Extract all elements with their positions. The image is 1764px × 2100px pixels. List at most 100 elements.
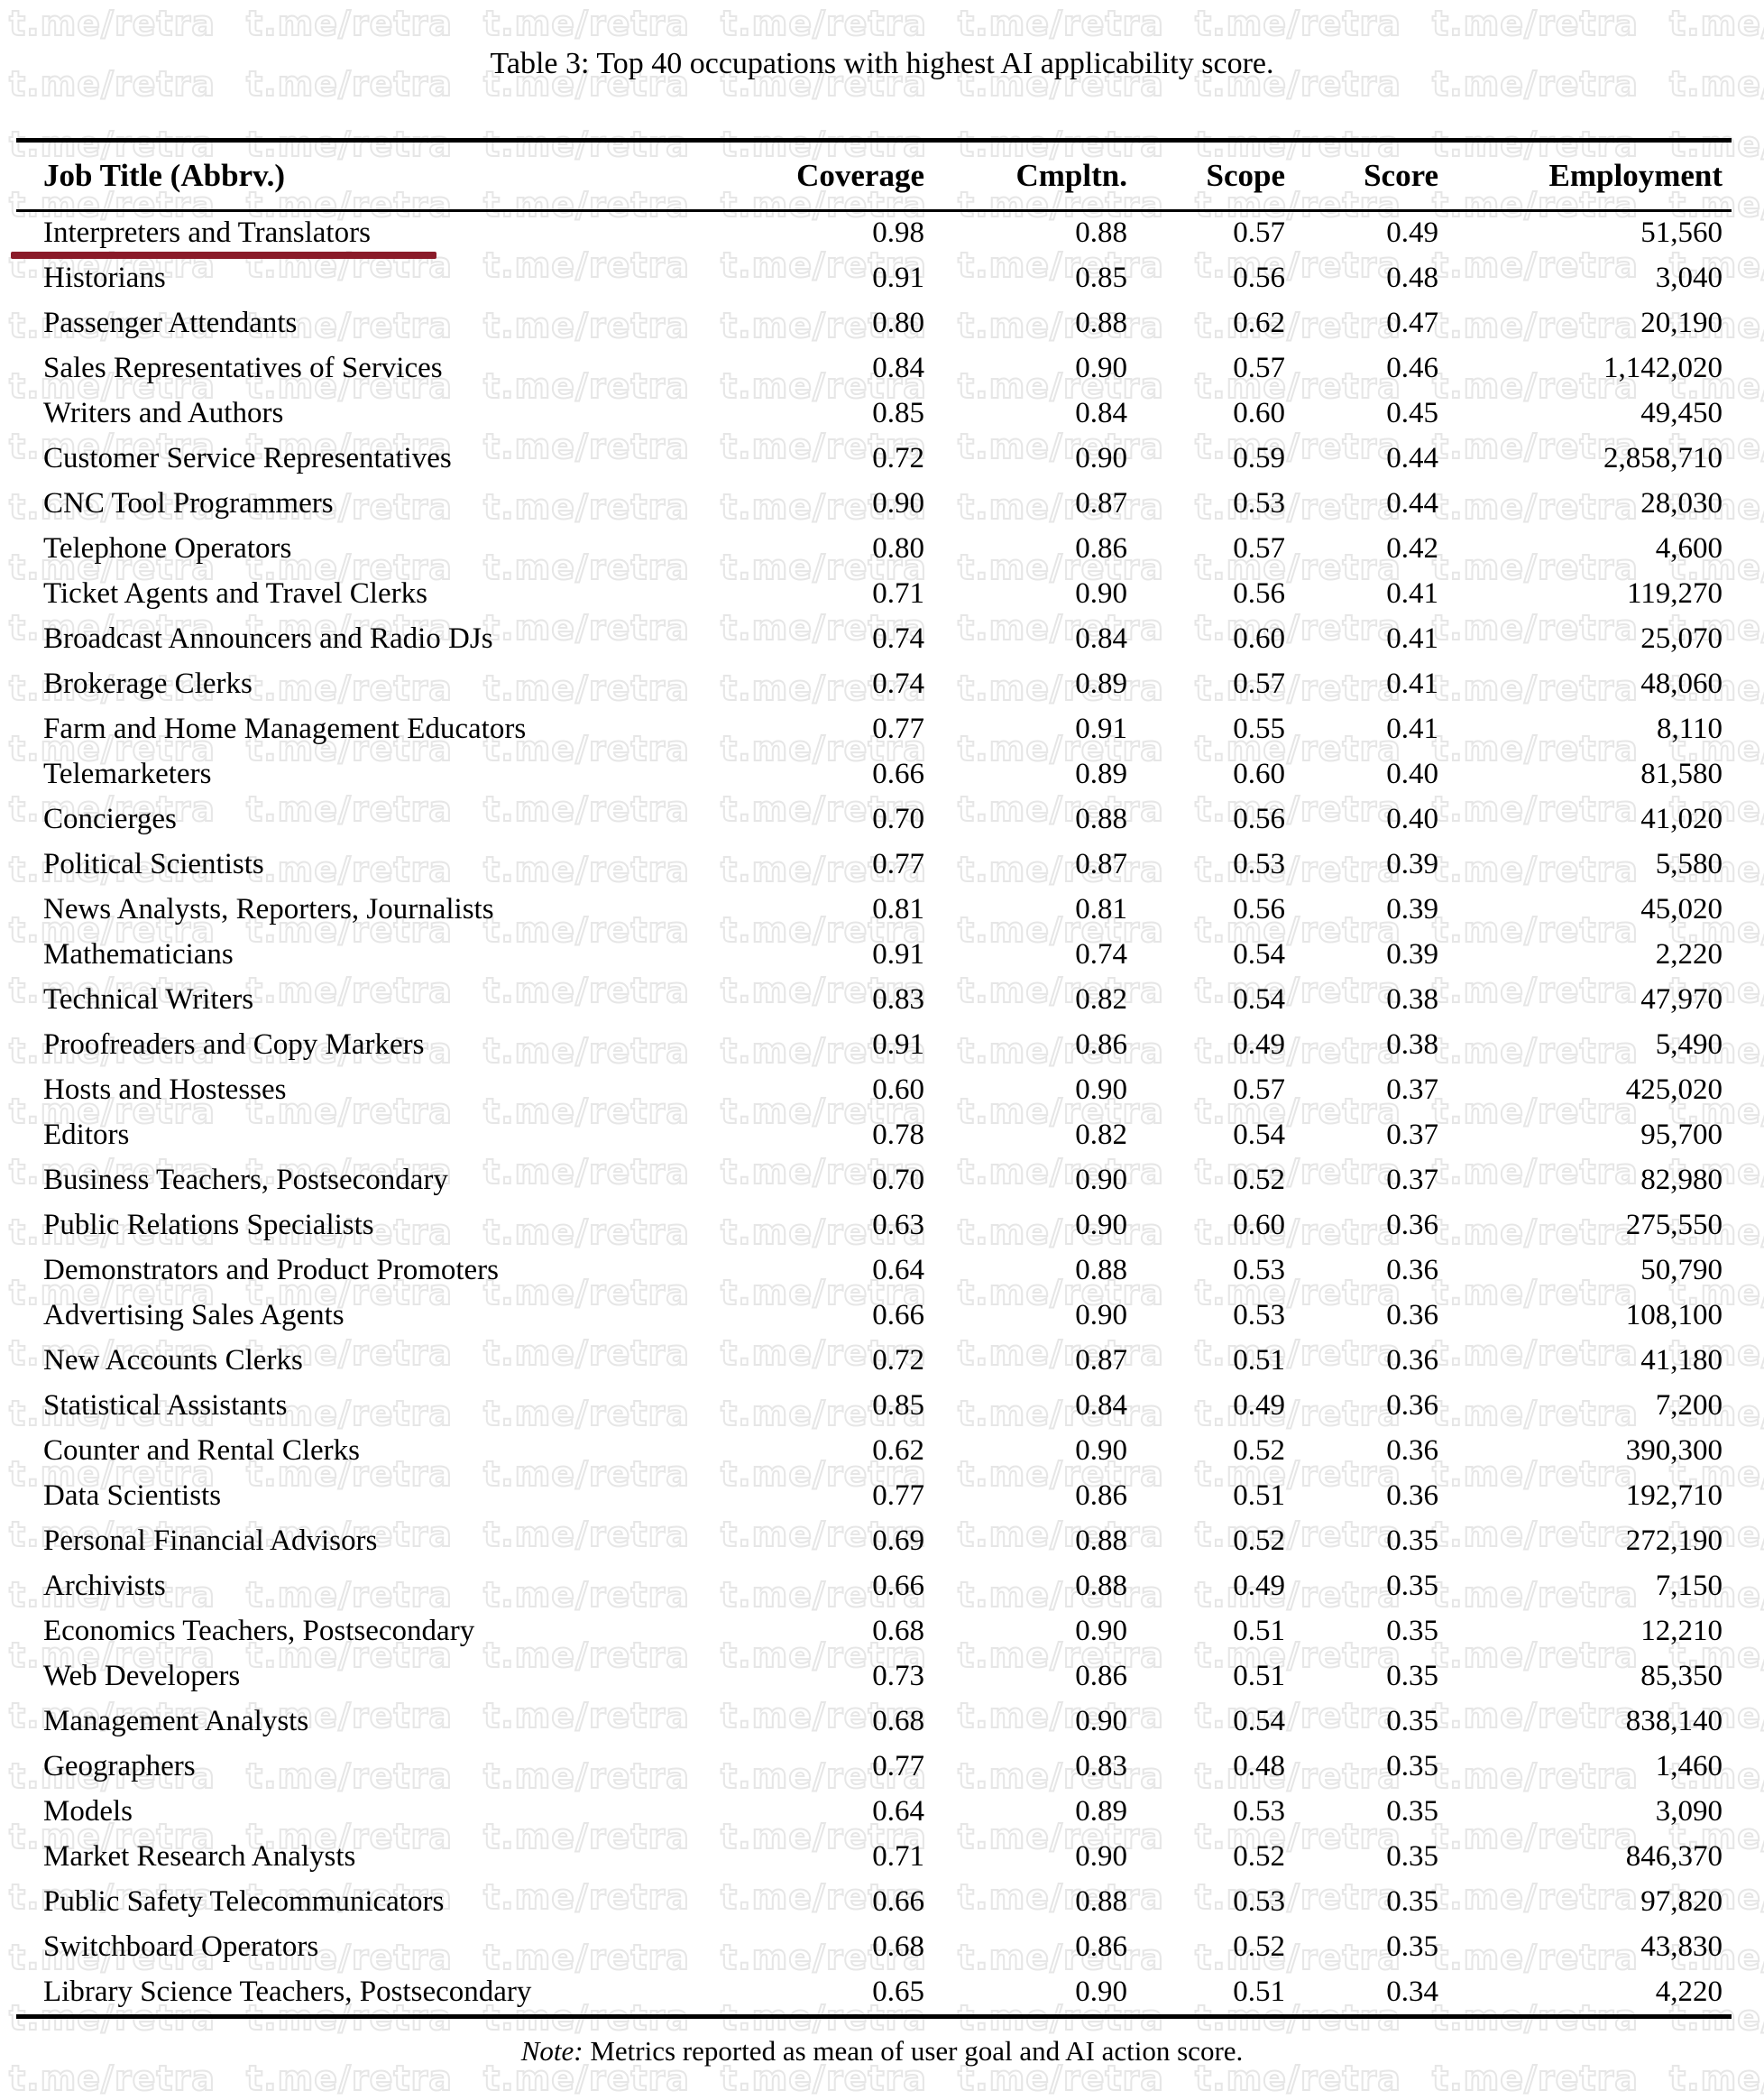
completion-cell: 0.90 <box>1075 1614 1127 1647</box>
completion-cell: 0.82 <box>1075 982 1127 1016</box>
score-cell: 0.41 <box>1386 712 1438 745</box>
score-cell: 0.37 <box>1386 1163 1438 1196</box>
employment-cell: 97,820 <box>1640 1884 1723 1918</box>
completion-cell: 0.88 <box>1075 1569 1127 1602</box>
job-title-cell: CNC Tool Programmers <box>43 486 334 520</box>
table-row: Customer Service Representatives 0.72 0.90… <box>16 436 1732 481</box>
coverage-cell: 0.63 <box>872 1208 924 1241</box>
job-title-cell: Models <box>43 1794 133 1828</box>
employment-cell: 846,370 <box>1625 1839 1723 1873</box>
completion-cell: 0.86 <box>1075 531 1127 565</box>
table-row: Historians 0.91 0.85 0.56 0.48 3,040 <box>16 255 1732 300</box>
score-cell: 0.35 <box>1386 1614 1438 1647</box>
scope-cell: 0.52 <box>1233 1930 1285 1963</box>
completion-cell: 0.88 <box>1075 802 1127 835</box>
completion-cell: 0.90 <box>1075 1208 1127 1241</box>
completion-cell: 0.90 <box>1075 1298 1127 1331</box>
table-row: Archivists 0.66 0.88 0.49 0.35 7,150 <box>16 1563 1732 1608</box>
coverage-cell: 0.91 <box>872 1027 924 1061</box>
scope-cell: 0.56 <box>1233 576 1285 610</box>
table-row: Public Safety Telecommunicators 0.66 0.88 0… <box>16 1879 1732 1924</box>
completion-cell: 0.88 <box>1075 1524 1127 1557</box>
score-cell: 0.44 <box>1386 486 1438 520</box>
job-title-cell: Proofreaders and Copy Markers <box>43 1027 425 1061</box>
job-title-cell: Interpreters and Translators <box>11 210 756 259</box>
job-title-cell: Management Analysts <box>43 1704 309 1737</box>
employment-cell: 8,110 <box>1656 712 1723 745</box>
table-row: Advertising Sales Agents 0.66 0.90 0.53 0.36… <box>16 1293 1732 1338</box>
score-cell: 0.41 <box>1386 576 1438 610</box>
employment-cell: 192,710 <box>1625 1478 1723 1512</box>
employment-cell: 81,580 <box>1640 757 1723 790</box>
coverage-cell: 0.85 <box>872 396 924 429</box>
scope-cell: 0.56 <box>1233 802 1285 835</box>
completion-cell: 0.87 <box>1075 486 1127 520</box>
employment-cell: 50,790 <box>1640 1253 1723 1286</box>
data-table: Job Title (Abbrv.) Coverage Cmpltn. Scop… <box>11 143 1732 2014</box>
job-title-cell: Historians <box>43 261 166 294</box>
employment-cell: 7,200 <box>1655 1388 1723 1422</box>
job-title-cell: Economics Teachers, Postsecondary <box>43 1614 475 1647</box>
table-row: CNC Tool Programmers 0.90 0.87 0.53 0.44 28,0… <box>16 481 1732 526</box>
score-cell: 0.48 <box>1386 261 1438 294</box>
column-header-score: Score <box>1285 143 1438 212</box>
employment-cell: 49,450 <box>1640 396 1723 429</box>
column-header-scope: Scope <box>1127 143 1285 212</box>
completion-cell: 0.90 <box>1075 1073 1127 1106</box>
completion-cell: 0.86 <box>1075 1027 1127 1061</box>
table-row: Telemarketers 0.66 0.89 0.60 0.40 81,580 <box>16 751 1732 797</box>
score-cell: 0.39 <box>1386 847 1438 880</box>
table-row: Mathematicians 0.91 0.74 0.54 0.39 2,220 <box>16 932 1732 977</box>
scope-cell: 0.49 <box>1233 1388 1285 1422</box>
completion-cell: 0.87 <box>1075 847 1127 880</box>
coverage-cell: 0.71 <box>872 1839 924 1873</box>
scope-cell: 0.60 <box>1233 622 1285 655</box>
scope-cell: 0.56 <box>1233 261 1285 294</box>
score-cell: 0.45 <box>1386 396 1438 429</box>
job-title-cell: Library Science Teachers, Postsecondary <box>43 1975 532 2008</box>
table-row: Management Analysts 0.68 0.90 0.54 0.35 838,1… <box>16 1699 1732 1744</box>
job-title-cell: Hosts and Hostesses <box>43 1073 287 1106</box>
coverage-cell: 0.64 <box>872 1794 924 1828</box>
job-title-cell: Business Teachers, Postsecondary <box>43 1163 448 1196</box>
coverage-cell: 0.81 <box>872 892 924 926</box>
table-row: Models 0.64 0.89 0.53 0.35 3,090 <box>16 1789 1732 1834</box>
job-title-cell: Writers and Authors <box>43 396 284 429</box>
job-title-cell: Data Scientists <box>43 1478 222 1512</box>
completion-cell: 0.90 <box>1075 1975 1127 2008</box>
table-bottom-rule <box>16 2014 1732 2019</box>
employment-cell: 20,190 <box>1640 306 1723 339</box>
coverage-cell: 0.98 <box>872 216 924 250</box>
table-top-rule <box>16 138 1732 143</box>
job-title-cell: Broadcast Announcers and Radio DJs <box>43 622 493 655</box>
table-row: Market Research Analysts 0.71 0.90 0.52 0.35… <box>16 1834 1732 1879</box>
employment-cell: 272,190 <box>1625 1524 1723 1557</box>
job-title-cell: Sales Representatives of Services <box>43 351 443 384</box>
job-title-cell: Advertising Sales Agents <box>43 1298 345 1331</box>
coverage-cell: 0.80 <box>872 306 924 339</box>
scope-cell: 0.57 <box>1233 1073 1285 1106</box>
scope-cell: 0.54 <box>1233 982 1285 1016</box>
employment-cell: 108,100 <box>1625 1298 1723 1331</box>
completion-cell: 0.81 <box>1075 892 1127 926</box>
employment-cell: 51,560 <box>1640 216 1723 250</box>
employment-cell: 2,220 <box>1655 937 1723 971</box>
scope-cell: 0.51 <box>1233 1614 1285 1647</box>
score-cell: 0.40 <box>1386 802 1438 835</box>
coverage-cell: 0.84 <box>872 351 924 384</box>
table-row: Passenger Attendants 0.80 0.88 0.62 0.47 20,1… <box>16 300 1732 345</box>
score-cell: 0.36 <box>1386 1298 1438 1331</box>
coverage-cell: 0.91 <box>872 261 924 294</box>
table-row: Writers and Authors 0.85 0.84 0.60 0.45 49,45… <box>16 391 1732 436</box>
job-title-cell: Counter and Rental Clerks <box>43 1433 361 1467</box>
scope-cell: 0.53 <box>1233 1253 1285 1286</box>
completion-cell: 0.90 <box>1075 576 1127 610</box>
job-title-cell: Passenger Attendants <box>43 306 298 339</box>
employment-cell: 43,830 <box>1640 1930 1723 1963</box>
table-row: Personal Financial Advisors 0.69 0.88 0.52 0… <box>16 1518 1732 1563</box>
job-title-cell: Political Scientists <box>43 847 264 880</box>
column-header-completion: Cmpltn. <box>924 143 1127 212</box>
scope-cell: 0.59 <box>1233 441 1285 474</box>
scope-cell: 0.57 <box>1233 667 1285 700</box>
scope-cell: 0.51 <box>1233 1659 1285 1692</box>
